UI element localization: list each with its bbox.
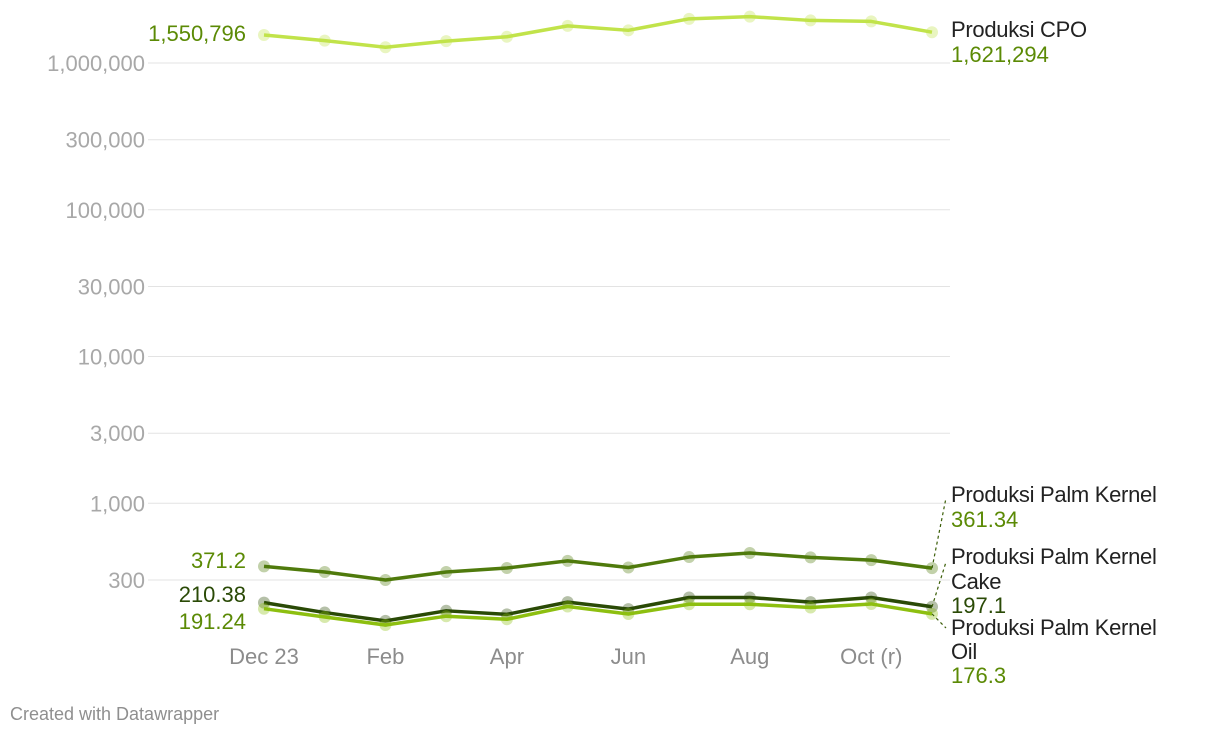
y-tick-label: 300 bbox=[108, 568, 145, 593]
x-axis: Dec 23 Feb Apr Jun Aug Oct (r) bbox=[229, 644, 902, 669]
y-tick-label: 10,000 bbox=[78, 345, 145, 370]
series-start-label: 371.2 bbox=[191, 548, 246, 573]
series-line bbox=[263, 551, 933, 582]
y-tick-label: 100,000 bbox=[65, 198, 145, 223]
x-tick-label: Apr bbox=[490, 644, 524, 669]
series-end-value: 197.1 bbox=[951, 593, 1006, 618]
series-line bbox=[263, 595, 933, 623]
gridlines bbox=[148, 62, 950, 581]
series-line bbox=[263, 14, 933, 50]
y-tick-label: 3,000 bbox=[90, 421, 145, 446]
y-axis: 300 1,000 3,000 10,000 30,000 100,000 300,000 1… bbox=[47, 51, 145, 593]
series-end-value: 1,621,294 bbox=[951, 42, 1049, 67]
series-0 bbox=[258, 10, 938, 54]
y-tick-label: 1,000,000 bbox=[47, 51, 145, 76]
credit-footer: Created with Datawrapper bbox=[10, 704, 220, 724]
series-start-label: 191.24 bbox=[179, 609, 246, 634]
series-name-label: Produksi CPO bbox=[951, 17, 1087, 42]
series-3 bbox=[258, 597, 938, 632]
series-start-label: 1,550,796 bbox=[148, 21, 246, 46]
series-line bbox=[263, 602, 933, 627]
x-tick-label: Aug bbox=[730, 644, 769, 669]
label-leader-line bbox=[931, 613, 947, 629]
series-1 bbox=[258, 547, 938, 586]
label-leader-line bbox=[931, 497, 947, 569]
label-leader-line bbox=[931, 561, 947, 607]
series-lines bbox=[258, 10, 938, 632]
x-tick-label: Feb bbox=[366, 644, 404, 669]
x-tick-label: Jun bbox=[611, 644, 646, 669]
series-name-label: Produksi Palm Kernel bbox=[951, 615, 1157, 640]
series-start-label: 210.38 bbox=[179, 582, 246, 607]
y-tick-label: 300,000 bbox=[65, 128, 145, 153]
series-name-label: Oil bbox=[951, 639, 977, 664]
series-name-label: Produksi Palm Kernel bbox=[951, 482, 1157, 507]
series-end-value: 176.3 bbox=[951, 663, 1006, 688]
series-end-value: 361.34 bbox=[951, 507, 1018, 532]
y-tick-label: 30,000 bbox=[78, 274, 145, 299]
y-tick-label: 1,000 bbox=[90, 491, 145, 516]
line-chart: 3001,0003,00010,00030,000100,000300,0001… bbox=[47, 10, 1157, 688]
x-tick-label: Dec 23 bbox=[229, 644, 299, 669]
series-name-label: Cake bbox=[951, 569, 1001, 594]
series-name-label: Produksi Palm Kernel bbox=[951, 544, 1157, 569]
x-tick-label: Oct (r) bbox=[840, 644, 902, 669]
